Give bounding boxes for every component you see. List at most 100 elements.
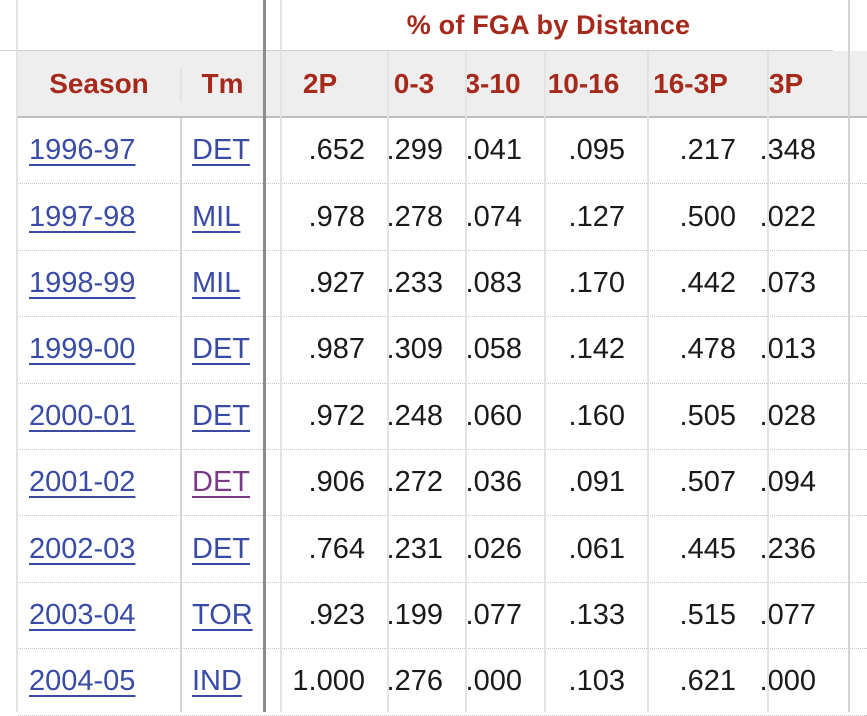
season-link[interactable]: 2002-03 [29,532,136,565]
col-310-1016-divider [544,51,546,712]
column-header-2p[interactable]: 2P [302,67,338,99]
cell-2p: .923 [308,598,365,631]
cell-overflow [826,317,867,382]
team-link[interactable]: DET [192,333,250,366]
cell-10-16: .133 [568,598,625,631]
cell-0-3: .231 [386,532,443,565]
season-link[interactable]: 2000-01 [29,399,136,432]
season-link[interactable]: 2004-05 [29,665,136,698]
cell-2p: .652 [308,134,365,167]
column-header-16-3p[interactable]: 16-3P [653,67,728,99]
cell-3-10: .041 [465,134,522,167]
cell-overflow [826,251,867,316]
table-row: 1997-98 MIL .978 .278 .074 .127 .500 .02… [18,184,867,251]
cell-10-16: .091 [568,466,625,499]
table-row: 1998-99 MIL .927 .233 .083 .170 .442 .07… [18,250,867,318]
column-header-3p[interactable]: 3P [768,67,804,99]
table-header-row: Season Tm 2P 0-3 3-10 10-16 16-3P 3P [18,51,867,118]
cell-10-16: .142 [568,333,625,366]
season-link[interactable]: 2001-02 [29,466,136,499]
cell-0-3: .299 [386,134,443,167]
col-03-310-divider [465,51,467,712]
season-link[interactable]: 1998-99 [29,266,136,299]
cell-0-3: .233 [386,266,443,299]
cell-3p: .022 [759,200,816,233]
cell-2p: 1.000 [292,665,365,698]
cell-10-16: .103 [568,665,625,698]
season-link[interactable]: 1999-00 [29,333,136,366]
cell-16-3p: .217 [679,134,736,167]
team-link[interactable]: MIL [192,266,241,299]
cell-16-3p: .515 [679,598,736,631]
table-row: 2000-01 DET .972 .248 .060 .160 .505 .02… [18,383,867,450]
table-body: 1996-97 DET .652 .299 .041 .095 .217 .34… [18,118,867,716]
cell-overflow [826,649,867,714]
group-header-spacer [0,0,264,51]
table-row: 2003-04 TOR .923 .199 .077 .133 .515 .07… [18,582,867,650]
team-link[interactable]: DET [192,532,250,565]
cell-overflow [826,450,867,515]
season-team-header-divider [180,68,182,102]
cell-3-10: .060 [465,399,522,432]
cell-16-3p: .507 [679,466,736,499]
team-link[interactable]: DET [192,134,250,167]
cell-2p: .987 [308,333,365,366]
season-link[interactable]: 1997-98 [29,200,136,233]
column-header-season[interactable]: Season [49,67,149,99]
cell-16-3p: .445 [679,532,736,565]
season-link[interactable]: 1996-97 [29,134,136,167]
left-edge-divider [16,0,18,712]
column-header-overflow [826,51,867,116]
cell-3p: .348 [759,134,816,167]
cell-3p: .077 [759,598,816,631]
cell-16-3p: .621 [679,665,736,698]
season-team-divider [180,118,182,712]
column-header-team[interactable]: Tm [201,67,244,99]
cell-overflow [826,384,867,449]
cell-3-10: .000 [465,665,522,698]
cell-overflow [826,516,867,581]
team-link[interactable]: TOR [192,598,253,631]
season-link[interactable]: 2003-04 [29,598,136,631]
team-link[interactable]: IND [192,665,242,698]
column-header-10-16[interactable]: 10-16 [547,67,620,99]
cell-3p: .236 [759,532,816,565]
cell-3-10: .074 [465,200,522,233]
cell-2p: .978 [308,200,365,233]
column-header-0-3[interactable]: 0-3 [393,67,435,99]
cell-0-3: .278 [386,200,443,233]
cell-3-10: .058 [465,333,522,366]
column-header-3-10[interactable]: 3-10 [464,67,521,99]
team-link[interactable]: DET [192,399,250,432]
cell-3p: .000 [759,665,816,698]
cell-10-16: .170 [568,266,625,299]
cell-16-3p: .500 [679,200,736,233]
cell-2p: .764 [308,532,365,565]
team-link-visited[interactable]: DET [192,466,250,499]
cell-2p: .972 [308,399,365,432]
cell-3p: .028 [759,399,816,432]
cell-3-10: .026 [465,532,522,565]
cell-16-3p: .442 [679,266,736,299]
cell-16-3p: .505 [679,399,736,432]
column-group-header-row: % of FGA by Distance [0,0,867,51]
group-header-title: % of FGA by Distance [406,9,691,40]
table-row: 2004-05 IND 1.000 .276 .000 .103 .621 .0… [18,649,867,716]
cell-0-3: .199 [386,598,443,631]
cell-overflow [826,184,867,249]
cell-3-10: .083 [465,266,522,299]
team-link[interactable]: MIL [192,200,241,233]
cell-2p: .906 [308,466,365,499]
table-row: 2001-02 DET .906 .272 .036 .091 .507 .09… [18,449,867,517]
cell-3p: .073 [759,266,816,299]
cell-10-16: .160 [568,399,625,432]
col-163p-3p-divider [767,51,769,712]
group-start-divider [280,0,282,712]
cell-0-3: .276 [386,665,443,698]
col-1016-163p-divider [647,51,649,712]
cell-10-16: .095 [568,134,625,167]
col-2p-03-divider [387,51,389,712]
cell-overflow [826,583,867,648]
cell-3p: .013 [759,333,816,366]
